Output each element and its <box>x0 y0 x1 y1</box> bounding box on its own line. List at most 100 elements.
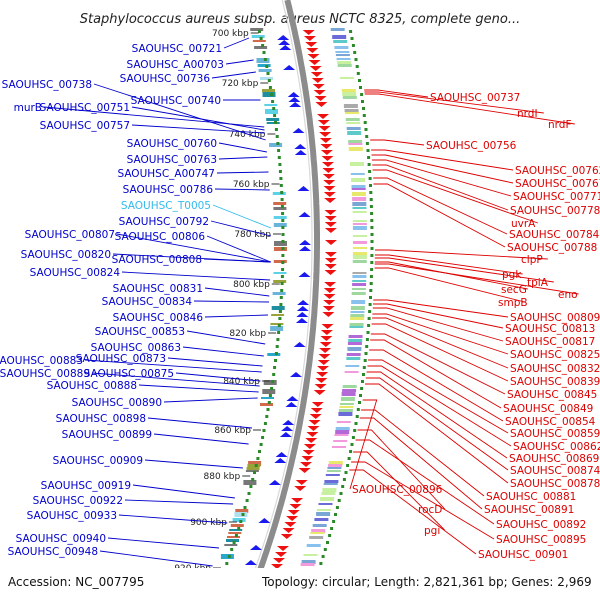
left-gene-label[interactable]: SAOUHSC_00898 <box>56 413 146 425</box>
scale-dot <box>276 142 280 145</box>
right-gene-label[interactable]: SAOUHSC_00845 <box>507 389 597 401</box>
feature-track-segment <box>339 403 354 405</box>
right-gene-label[interactable]: nrdF <box>548 119 572 131</box>
left-gene-label[interactable]: SAOUHSC_00792 <box>119 216 209 228</box>
right-gene-label[interactable]: SAOUHSC_00892 <box>496 519 586 531</box>
left-gene-label[interactable]: SAOUHSC_00853 <box>95 326 185 338</box>
feature-track-segment <box>232 518 246 522</box>
left-gene-label[interactable]: SAOUHSC_00899 <box>62 429 152 441</box>
left-gene-label[interactable]: SAOUHSC_00919 <box>41 480 131 492</box>
right-gene-label[interactable]: uvrA <box>511 218 536 230</box>
right-gene-label[interactable]: SAOUHSC_00849 <box>503 403 593 415</box>
right-gene-label[interactable]: SAOUHSC_00891 <box>484 504 574 516</box>
right-gene-label[interactable]: SAOUHSC_00756 <box>426 140 517 152</box>
right-gene-label[interactable]: SAOUHSC_00859 <box>510 428 600 440</box>
left-gene-label[interactable]: murB <box>14 102 42 114</box>
reverse-gene-arrow <box>320 330 333 335</box>
right-gene-label[interactable]: SAOUHSC_00869 <box>509 453 599 465</box>
right-gene-label[interactable]: SAOUHSC_00817 <box>505 336 595 348</box>
right-gene-label[interactable]: SAOUHSC_00839 <box>510 376 600 388</box>
left-gene-label[interactable]: SAOUHSC_00751 <box>40 102 130 114</box>
right-gene-label[interactable]: SAOUHSC_00737 <box>430 92 520 104</box>
right-gene-label[interactable]: rocD <box>418 504 442 516</box>
left-gene-label[interactable]: SAOUHSC_00875 <box>84 368 174 380</box>
right-gene-label[interactable]: SAOUHSC_00832 <box>510 363 600 375</box>
left-gene-label[interactable]: SAOUHSC_00757 <box>40 120 130 132</box>
right-gene-label[interactable]: SAOUHSC_00881 <box>486 491 576 503</box>
scale-dot <box>271 380 275 383</box>
left-gene-label[interactable]: SAOUHSC_00807 <box>25 229 115 241</box>
left-gene-label[interactable]: SAOUHSC_00948 <box>8 546 98 558</box>
feature-track-segment <box>330 28 345 31</box>
reverse-gene-arrow <box>282 528 295 533</box>
right-gene-label[interactable]: SAOUHSC_00874 <box>510 465 600 477</box>
right-gene-label[interactable]: pgi <box>424 525 440 537</box>
left-gene-label[interactable]: SAOUHSC_00806 <box>115 231 206 243</box>
right-gene-label[interactable]: SAOUHSC_00784 <box>509 229 600 241</box>
left-gene-label[interactable]: SAOUHSC_00834 <box>102 296 193 308</box>
left-gene-label[interactable]: SAOUHSC_00863 <box>91 342 181 354</box>
right-gene-label[interactable]: SAOUHSC_00762 <box>515 165 600 177</box>
left-gene-label[interactable]: SAOUHSC_00846 <box>113 312 204 324</box>
left-gene-label[interactable]: SAOUHSC_00763 <box>127 154 217 166</box>
right-gene-label[interactable]: SAOUHSC_00901 <box>478 549 568 561</box>
right-gene-label[interactable]: clpP <box>521 254 543 266</box>
left-gene-label[interactable]: SAOUHSC_00922 <box>33 495 123 507</box>
left-gene-label[interactable]: SAOUHSC_00889 <box>0 368 90 380</box>
left-gene-label[interactable]: SAOUHSC_00888 <box>47 380 137 392</box>
right-label-leader-line <box>371 159 512 197</box>
feature-track-segment <box>351 300 366 304</box>
left-gene-label[interactable]: SAOUHSC_00808 <box>112 254 202 266</box>
reverse-gene-arrow <box>308 420 321 425</box>
right-gene-label[interactable]: secG <box>501 284 527 296</box>
left-gene-label[interactable]: SAOUHSC_00831 <box>113 283 203 295</box>
left-gene-label[interactable]: SAOUHSC_00786 <box>123 184 214 196</box>
right-gene-label[interactable]: eno <box>558 289 578 301</box>
right-gene-label[interactable]: pgk <box>502 269 522 281</box>
left-gene-label[interactable]: SAOUHSC_00933 <box>27 510 117 522</box>
right-gene-label[interactable]: smpB <box>498 297 528 309</box>
feature-track-segment <box>251 35 265 38</box>
left-gene-label[interactable]: SAOUHSC_00820 <box>21 249 111 261</box>
left-gene-label[interactable]: SAOUHSC_T0005 <box>121 200 211 212</box>
scale-dot <box>259 37 263 40</box>
forward-gene-arrow <box>288 97 301 102</box>
right-label-leader-line <box>361 409 485 497</box>
left-gene-label[interactable]: SAOUHSC_00890 <box>72 397 162 409</box>
right-gene-label[interactable]: SAOUHSC_00809 <box>510 312 600 324</box>
left-gene-label[interactable]: SAOUHSC_00740 <box>131 95 221 107</box>
left-gene-label[interactable]: SAOUHSC_00721 <box>132 43 222 55</box>
left-gene-label[interactable]: SAOUHSC_00736 <box>120 73 211 85</box>
left-gene-label[interactable]: SAOUHSC_00760 <box>127 138 217 150</box>
left-gene-label[interactable]: SAOUHSC_00883 <box>0 355 83 367</box>
right-gene-label[interactable]: SAOUHSC_00813 <box>505 323 595 335</box>
feature-track-segment <box>323 483 338 485</box>
left-gene-label[interactable]: SAOUHSC_00873 <box>76 353 166 365</box>
right-gene-label[interactable]: SAOUHSC_00778 <box>510 205 600 217</box>
right-gene-label[interactable]: SAOUHSC_00825 <box>510 349 600 361</box>
feature-track-segment <box>350 314 365 318</box>
right-label-leader-line <box>370 139 425 146</box>
scale-dot <box>362 114 366 117</box>
right-gene-label[interactable]: nrdI <box>517 108 538 120</box>
left-gene-label[interactable]: SAOUHSC_00940 <box>16 533 106 545</box>
right-gene-label[interactable]: tpiA <box>527 277 549 289</box>
right-gene-label[interactable]: SAOUHSC_00895 <box>496 534 586 546</box>
forward-gene-arrow <box>281 426 294 431</box>
right-gene-label[interactable]: SAOUHSC_00862 <box>513 441 600 453</box>
left-gene-label[interactable]: SAOUHSC_00738 <box>2 79 92 91</box>
right-gene-label[interactable]: SAOUHSC_00767 <box>515 178 600 190</box>
right-gene-label[interactable]: SAOUHSC_00854 <box>505 416 596 428</box>
right-gene-label[interactable]: SAOUHSC_00788 <box>507 242 597 254</box>
right-gene-label[interactable]: SAOUHSC_00771 <box>513 191 600 203</box>
reverse-gene-arrow <box>301 456 314 461</box>
left-gene-label[interactable]: SAOUHSC_A00747 <box>117 168 215 180</box>
left-gene-label[interactable]: SAOUHSC_00824 <box>30 267 121 279</box>
scale-tick-label: 820 kbp <box>229 329 266 339</box>
right-gene-label[interactable]: SAOUHSC_00896 <box>352 484 443 496</box>
left-gene-label[interactable]: SAOUHSC_00909 <box>53 455 143 467</box>
right-gene-label[interactable]: SAOUHSC_00878 <box>510 478 600 490</box>
feature-track-segment <box>338 412 353 416</box>
left-gene-label[interactable]: SAOUHSC_A00703 <box>126 59 224 71</box>
scale-dot <box>358 401 361 404</box>
